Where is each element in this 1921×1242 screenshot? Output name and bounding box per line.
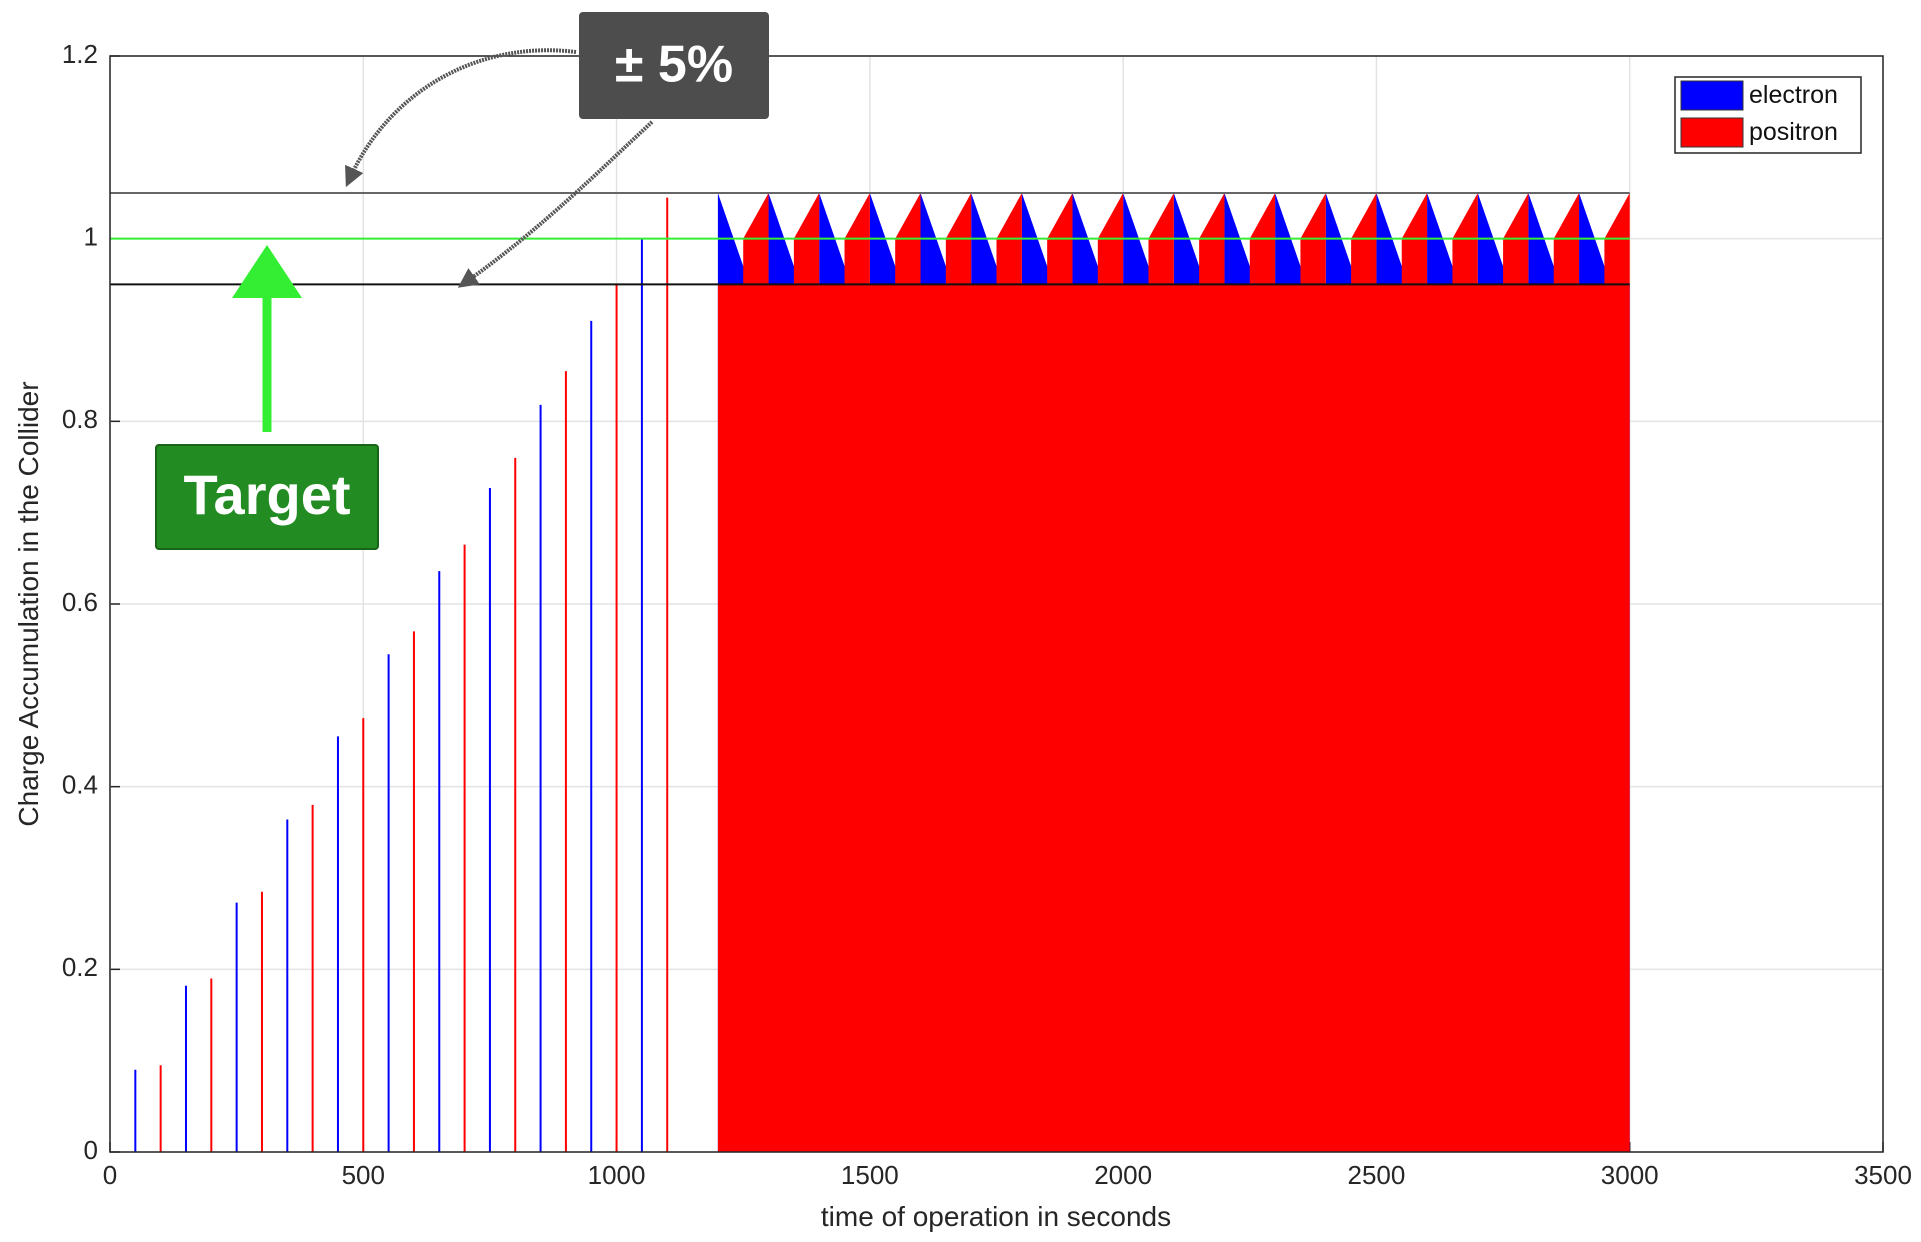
legend-label: electron	[1749, 81, 1838, 109]
x-tick-label: 1500	[841, 1160, 899, 1190]
y-tick-label: 0.8	[62, 404, 98, 434]
annotation-box	[155, 444, 379, 550]
x-tick-label: 2500	[1348, 1160, 1406, 1190]
target-arrow-head	[232, 245, 302, 298]
y-tick-label: 1	[84, 222, 98, 252]
x-tick-label: 1000	[588, 1160, 646, 1190]
y-tick-label: 0.6	[62, 587, 98, 617]
x-tick-label: 500	[342, 1160, 385, 1190]
annotation-text: ± 5%	[615, 36, 733, 94]
y-axis-label: Charge Accumulation in the Collider	[13, 381, 44, 826]
x-tick-label: 3500	[1854, 1160, 1912, 1190]
axes-box	[109, 55, 1884, 1153]
legend: electron positron	[1674, 76, 1862, 154]
legend-swatch	[1680, 80, 1744, 111]
y-tick-label: 0.4	[62, 770, 98, 800]
annotation-arrow	[345, 48, 577, 188]
steady-area	[717, 193, 1630, 1152]
x-tick-label: 0	[103, 1160, 117, 1190]
x-tick-label: 2000	[1094, 1160, 1152, 1190]
legend-label: positron	[1749, 118, 1838, 146]
y-tick-label: 0.2	[62, 952, 98, 982]
y-tick-label: 1.2	[62, 39, 98, 69]
x-tick-label: 3000	[1601, 1160, 1659, 1190]
plot-area: 0 0.2 0.4 0.6 0.8 1 1.2 0 500 1000 1500 2000 2500 300…	[62, 39, 1912, 1190]
annotation-arrow	[457, 120, 654, 288]
legend-swatch	[1680, 117, 1744, 148]
annotation-text: Target	[184, 463, 351, 526]
annotation-box	[579, 12, 769, 119]
y-tick-label: 0	[84, 1135, 98, 1165]
x-axis-label: time of operation in seconds	[821, 1201, 1171, 1232]
